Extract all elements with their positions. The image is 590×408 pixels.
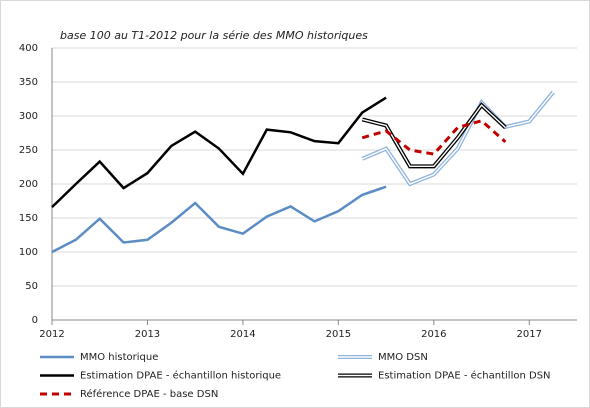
series-line	[51, 185, 387, 254]
series-line-inner	[361, 91, 554, 185]
x-tick-label: 2014	[230, 329, 255, 340]
x-tick-label: 2012	[39, 329, 64, 340]
series-line	[51, 96, 387, 209]
y-tick-label: 100	[19, 247, 38, 258]
legend-label: MMO DSN	[378, 352, 428, 363]
x-tick-label: 2015	[326, 329, 351, 340]
x-tick-label: 2013	[135, 329, 160, 340]
legend-label: Référence DPAE - base DSN	[80, 388, 218, 400]
y-tick-label: 150	[19, 213, 38, 224]
y-tick-label: 350	[19, 77, 38, 88]
y-tick-label: 400	[19, 43, 38, 54]
legend-label: Estimation DPAE - échantillon historique	[80, 370, 281, 382]
x-tick-label: 2017	[517, 329, 542, 340]
legend-label: Estimation DPAE - échantillon DSN	[378, 370, 551, 382]
chart-title: base 100 au T1-2012 pour la série des MM…	[60, 29, 368, 42]
legend-label: MMO historique	[80, 352, 158, 363]
series-line-inner	[362, 104, 506, 168]
y-tick-label: 200	[19, 179, 38, 190]
series-line	[361, 119, 507, 156]
y-tick-label: 50	[25, 281, 38, 292]
y-tick-label: 300	[19, 111, 38, 122]
y-tick-label: 250	[19, 145, 38, 156]
x-tick-label: 2016	[421, 329, 446, 340]
y-tick-label: 0	[32, 315, 38, 326]
